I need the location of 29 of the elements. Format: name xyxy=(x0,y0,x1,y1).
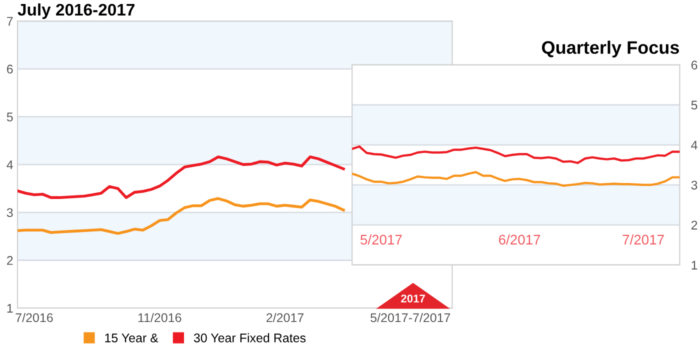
x-tick-label: 6/2017 xyxy=(499,234,540,245)
x-tick-label: 5/2017-7/2017 xyxy=(370,312,450,322)
line-series xyxy=(18,197,345,235)
annotation: 2017 xyxy=(401,294,425,302)
y-tick-label: 6 xyxy=(7,64,13,74)
y-tick-label: 2 xyxy=(7,256,13,265)
y-tick-label: 5 xyxy=(6,112,13,122)
x-tick-label: 7/2016 xyxy=(16,312,53,322)
legend-label: 30 Year Fixed Rates xyxy=(194,333,306,342)
x-tick-label: 7/2017 xyxy=(622,234,664,245)
y-tick-label: 6 xyxy=(691,60,698,70)
y-tick-label: 2 xyxy=(691,220,698,230)
y-tick-label: 5 xyxy=(691,100,698,110)
x-tick-label: 5/2017 xyxy=(360,234,402,245)
y-tick-label: 7 xyxy=(7,16,13,26)
chart-title: July 2016-2017 xyxy=(18,3,134,19)
y-tick-label: 3 xyxy=(6,208,13,218)
x-tick-label: 2/2017 xyxy=(266,312,304,322)
y-tick-label: 1 xyxy=(692,260,698,270)
line-series xyxy=(352,171,680,187)
chart-title: Quarterly Focus xyxy=(542,40,679,58)
y-tick-label: 3 xyxy=(691,180,698,190)
x-tick-label: 11/2016 xyxy=(138,312,182,322)
legend-label: 15 Year & xyxy=(105,334,158,342)
y-tick-label: 4 xyxy=(691,140,698,150)
y-tick-label: 4 xyxy=(6,160,13,170)
line-series xyxy=(18,156,345,199)
line-series xyxy=(352,145,680,164)
y-tick-label: 1 xyxy=(7,304,13,313)
